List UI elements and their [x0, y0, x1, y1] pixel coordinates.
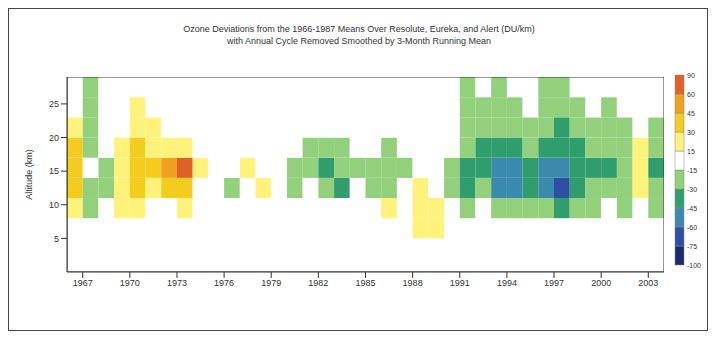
svg-text:60: 60 — [687, 91, 695, 98]
svg-text:-100: -100 — [687, 262, 701, 269]
svg-text:1973: 1973 — [167, 278, 187, 288]
svg-text:45: 45 — [687, 110, 695, 117]
svg-text:90: 90 — [687, 72, 695, 79]
svg-text:-15: -15 — [687, 167, 697, 174]
svg-text:-60: -60 — [687, 224, 697, 231]
svg-text:25: 25 — [49, 99, 59, 109]
svg-text:20: 20 — [49, 133, 59, 143]
svg-text:1985: 1985 — [355, 278, 375, 288]
svg-text:1979: 1979 — [261, 278, 281, 288]
html-text:Ozone Deviations from the 1966: Ozone Deviations from the 1966-1987 Mean… — [183, 24, 535, 34]
svg-text:1991: 1991 — [450, 278, 470, 288]
svg-text:15: 15 — [687, 148, 695, 155]
svg-text:2003: 2003 — [638, 278, 658, 288]
svg-text:30: 30 — [687, 129, 695, 136]
svg-text:1976: 1976 — [214, 278, 234, 288]
svg-text:-75: -75 — [687, 243, 697, 250]
svg-text:1970: 1970 — [120, 278, 140, 288]
svg-text:10: 10 — [49, 200, 59, 210]
html-text:with Annual Cycle Removed Smoo: with Annual Cycle Removed Smoothed by 3-… — [226, 36, 492, 46]
svg-text:-45: -45 — [687, 205, 697, 212]
svg-text:1997: 1997 — [544, 278, 564, 288]
svg-text:Altitude (km): Altitude (km) — [24, 149, 34, 200]
svg-text:-30: -30 — [687, 186, 697, 193]
svg-text:1982: 1982 — [308, 278, 328, 288]
svg-text:15: 15 — [49, 166, 59, 176]
svg-text:1967: 1967 — [73, 278, 93, 288]
svg-text:5: 5 — [54, 234, 59, 244]
svg-text:2000: 2000 — [591, 278, 611, 288]
svg-text:1994: 1994 — [497, 278, 517, 288]
svg-text:1988: 1988 — [403, 278, 423, 288]
